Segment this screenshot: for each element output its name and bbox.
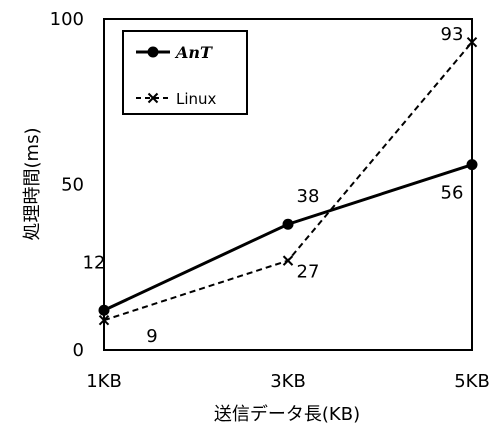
x-tick-label: 1KB (86, 371, 122, 392)
data-label: 38 (297, 186, 320, 207)
y-tick-label: 50 (61, 175, 84, 196)
x-axis-label: 送信データ長(KB) (214, 404, 360, 425)
data-point (466, 159, 478, 171)
x-tick-label: 5KB (454, 371, 490, 392)
y-axis-label: 処理時間(ms) (22, 128, 43, 241)
data-labels-layer: 12 38 56 9 27 93 (83, 24, 464, 347)
data-label: 9 (146, 326, 157, 347)
x-axis-ticks: 1KB 3KB 5KB (86, 371, 490, 392)
legend-label-linux: Linux (176, 90, 217, 108)
data-point (466, 36, 478, 48)
data-point (282, 255, 294, 266)
legend-marker-ant (147, 46, 159, 58)
data-point (98, 315, 110, 326)
data-label: 12 (83, 252, 106, 273)
x-tick-label: 3KB (270, 371, 306, 392)
data-label: 27 (297, 262, 320, 283)
legend-marker-linux (147, 92, 159, 104)
plot-area-frame (103, 18, 473, 351)
legend: AnT Linux (122, 30, 248, 115)
data-label: 93 (441, 24, 464, 45)
y-axis-ticks: 0 50 100 (50, 9, 84, 361)
series-layer (98, 36, 478, 326)
data-point (282, 218, 294, 230)
y-tick-label: 100 (50, 9, 84, 30)
y-tick-label: 0 (73, 340, 84, 361)
legend-box (122, 30, 248, 115)
data-label: 56 (441, 183, 464, 204)
data-point (98, 304, 110, 316)
legend-label-ant: AnT (174, 43, 213, 62)
